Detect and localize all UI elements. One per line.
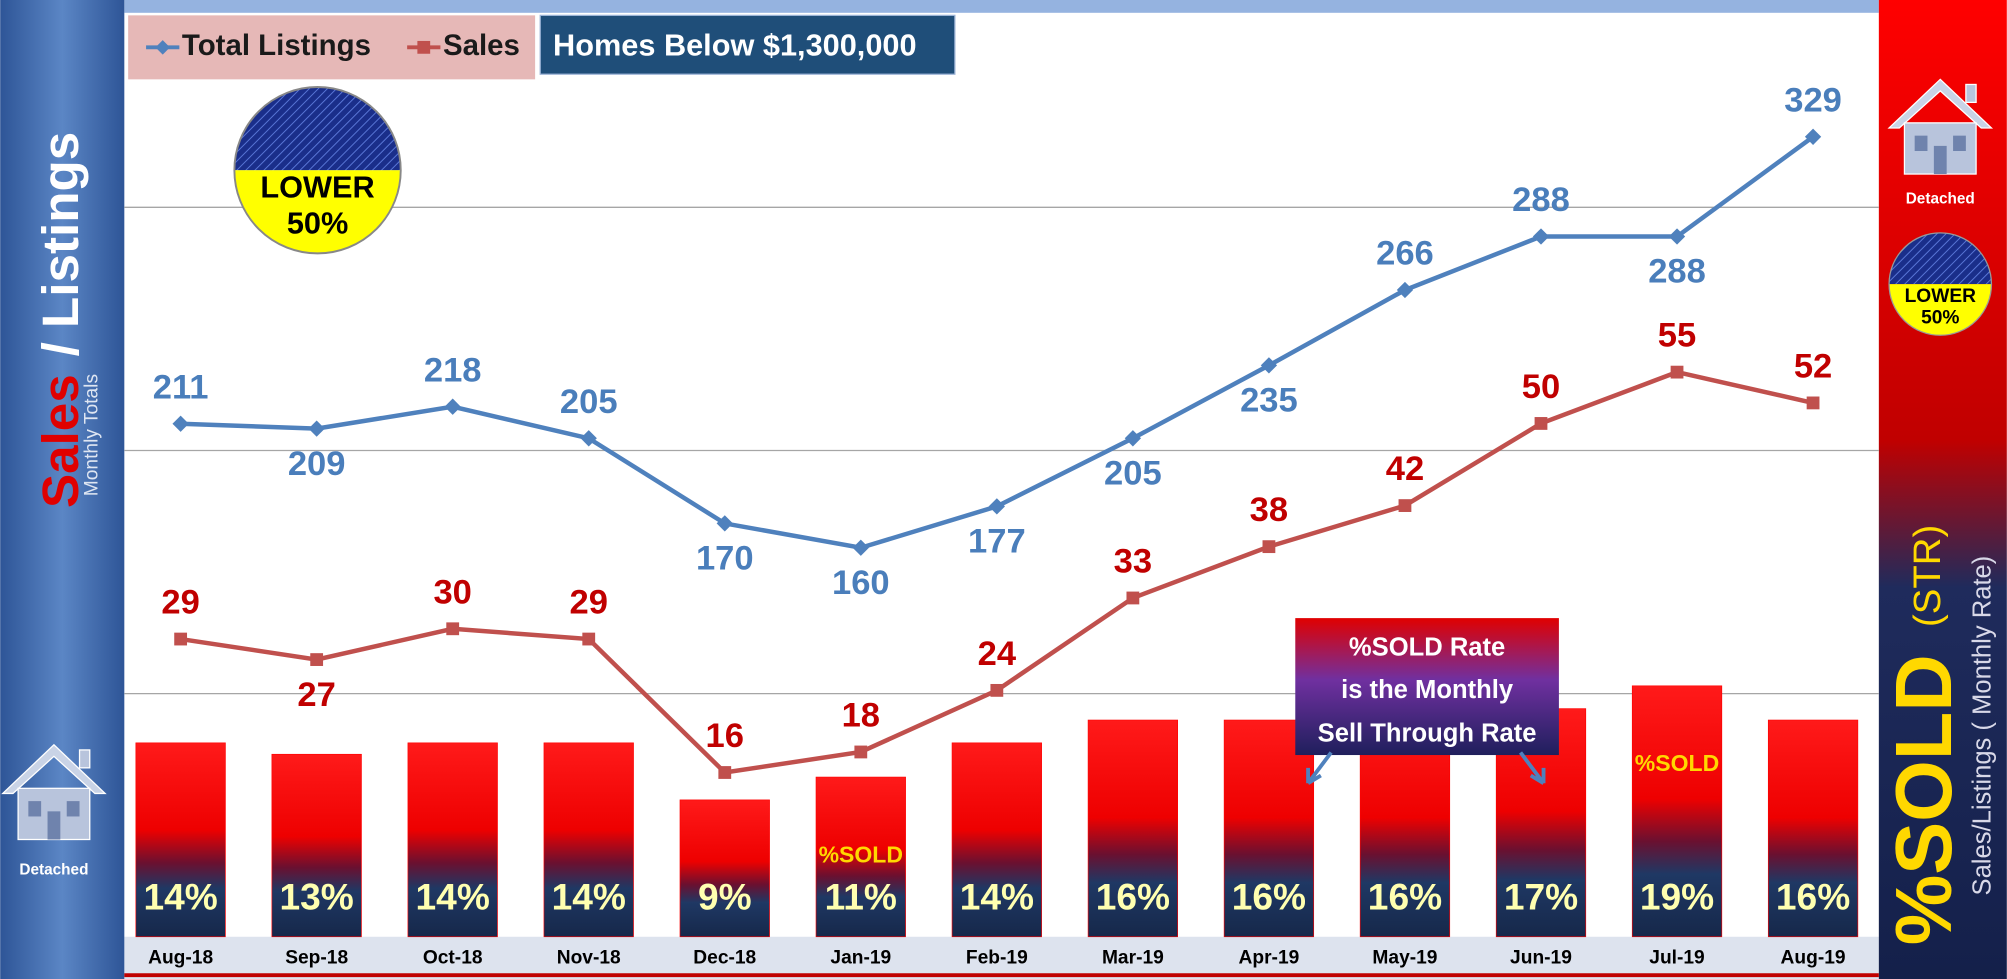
legend-swatch — [417, 41, 430, 54]
data-label: 288 — [1512, 181, 1570, 219]
data-label: 38 — [1250, 491, 1288, 529]
data-label: 16 — [706, 717, 744, 755]
left-house-label: Detached — [19, 861, 88, 878]
x-tick-label: May-19 — [1372, 948, 1437, 969]
bar-label: 16% — [1232, 875, 1306, 917]
right-badge: LOWER 50% — [1889, 233, 1991, 335]
data-label: 29 — [570, 584, 608, 622]
badge-line1: LOWER — [260, 170, 374, 205]
data-label: 24 — [978, 635, 1017, 673]
bar-label: 16% — [1368, 875, 1442, 917]
marker — [310, 653, 323, 666]
right-str: (STR) — [1906, 525, 1949, 627]
bar-label: 17% — [1504, 875, 1578, 917]
bar-note: %SOLD — [1635, 750, 1719, 776]
x-tick-label: Nov-18 — [557, 948, 621, 969]
data-label: 52 — [1794, 347, 1832, 385]
callout-line2: is the Monthly — [1341, 676, 1514, 704]
data-label: 205 — [1104, 455, 1162, 493]
data-label: 288 — [1648, 253, 1706, 291]
marker — [1126, 592, 1139, 605]
data-label: 30 — [433, 573, 471, 611]
bar-label: 16% — [1096, 875, 1170, 917]
marker — [174, 633, 187, 646]
data-label: 235 — [1240, 382, 1298, 420]
left-title: Sales / Listings — [32, 132, 89, 508]
bar-label: 9% — [698, 875, 752, 917]
right-house-label: Detached — [1906, 191, 1975, 208]
data-label: 209 — [288, 445, 346, 483]
data-label: 170 — [696, 540, 754, 578]
marker — [990, 684, 1003, 697]
right-subtitle: Sales/Listings ( Monthly Rate) — [1969, 556, 1997, 896]
marker — [1263, 540, 1276, 553]
right-title: %SOLD — [1879, 654, 1968, 945]
marker — [1807, 397, 1820, 410]
x-tick-label: Dec-18 — [693, 948, 756, 969]
chart: Sales/ Listings Monthly Totals Detached … — [0, 0, 2007, 979]
bar-label: 19% — [1640, 875, 1714, 917]
legend: Total Listings Sales — [146, 29, 520, 62]
left-subtitle: Monthly Totals — [81, 374, 102, 496]
marker — [582, 633, 595, 646]
marker — [1399, 499, 1412, 512]
left-title-sales: Sales — [32, 374, 89, 508]
data-label: 27 — [297, 676, 335, 714]
x-tick-label: Jan-19 — [830, 948, 891, 969]
bar-label: 14% — [143, 875, 217, 917]
data-label: 55 — [1658, 317, 1696, 355]
bar-label: 16% — [1776, 875, 1850, 917]
x-tick-label: Mar-19 — [1102, 948, 1164, 969]
data-label: 18 — [842, 697, 880, 735]
data-label: 29 — [161, 584, 199, 622]
x-tick-label: Jul-19 — [1649, 948, 1704, 969]
x-tick-label: Sep-18 — [285, 948, 348, 969]
x-tick-label: Apr-19 — [1239, 948, 1300, 969]
callout-line1: %SOLD Rate — [1349, 634, 1505, 662]
x-tick-label: Feb-19 — [966, 948, 1028, 969]
bar-label: 14% — [552, 875, 626, 917]
legend-label: Sales — [443, 29, 520, 62]
bar-label: 14% — [416, 875, 490, 917]
top-strip — [124, 0, 1879, 13]
marker — [718, 766, 731, 779]
data-label: 205 — [560, 383, 618, 421]
x-tick-label: Oct-18 — [423, 948, 483, 969]
legend-label: Total Listings — [182, 29, 371, 62]
data-label: 42 — [1386, 450, 1424, 488]
bar-label: 13% — [280, 875, 354, 917]
chart-title: Homes Below $1,300,000 — [553, 27, 917, 62]
marker — [854, 746, 867, 759]
data-label: 50 — [1522, 368, 1560, 406]
bar-label: 11% — [825, 875, 897, 917]
x-tick-label: Aug-18 — [148, 948, 213, 969]
badge: LOWER 50% — [234, 87, 400, 253]
data-label: 33 — [1114, 543, 1152, 581]
data-label: 218 — [424, 351, 482, 389]
callout-line3: Sell Through Rate — [1318, 719, 1537, 747]
x-tick-label: Aug-19 — [1781, 948, 1846, 969]
left-title-listings: / Listings — [32, 132, 89, 357]
badge-line2: 50% — [287, 205, 348, 240]
right-badge-line1: LOWER — [1905, 286, 1977, 307]
data-label: 211 — [153, 368, 209, 406]
right-badge-line2: 50% — [1921, 308, 1959, 329]
data-label: 160 — [832, 564, 890, 602]
data-label: 177 — [968, 523, 1026, 561]
marker — [1535, 417, 1548, 430]
data-label: 266 — [1376, 235, 1434, 273]
marker — [446, 622, 459, 635]
bar-label: 14% — [960, 875, 1034, 917]
marker — [1671, 366, 1684, 379]
bar-note: %SOLD — [819, 841, 903, 867]
data-label: 329 — [1784, 81, 1842, 119]
x-tick-label: Jun-19 — [1510, 948, 1572, 969]
